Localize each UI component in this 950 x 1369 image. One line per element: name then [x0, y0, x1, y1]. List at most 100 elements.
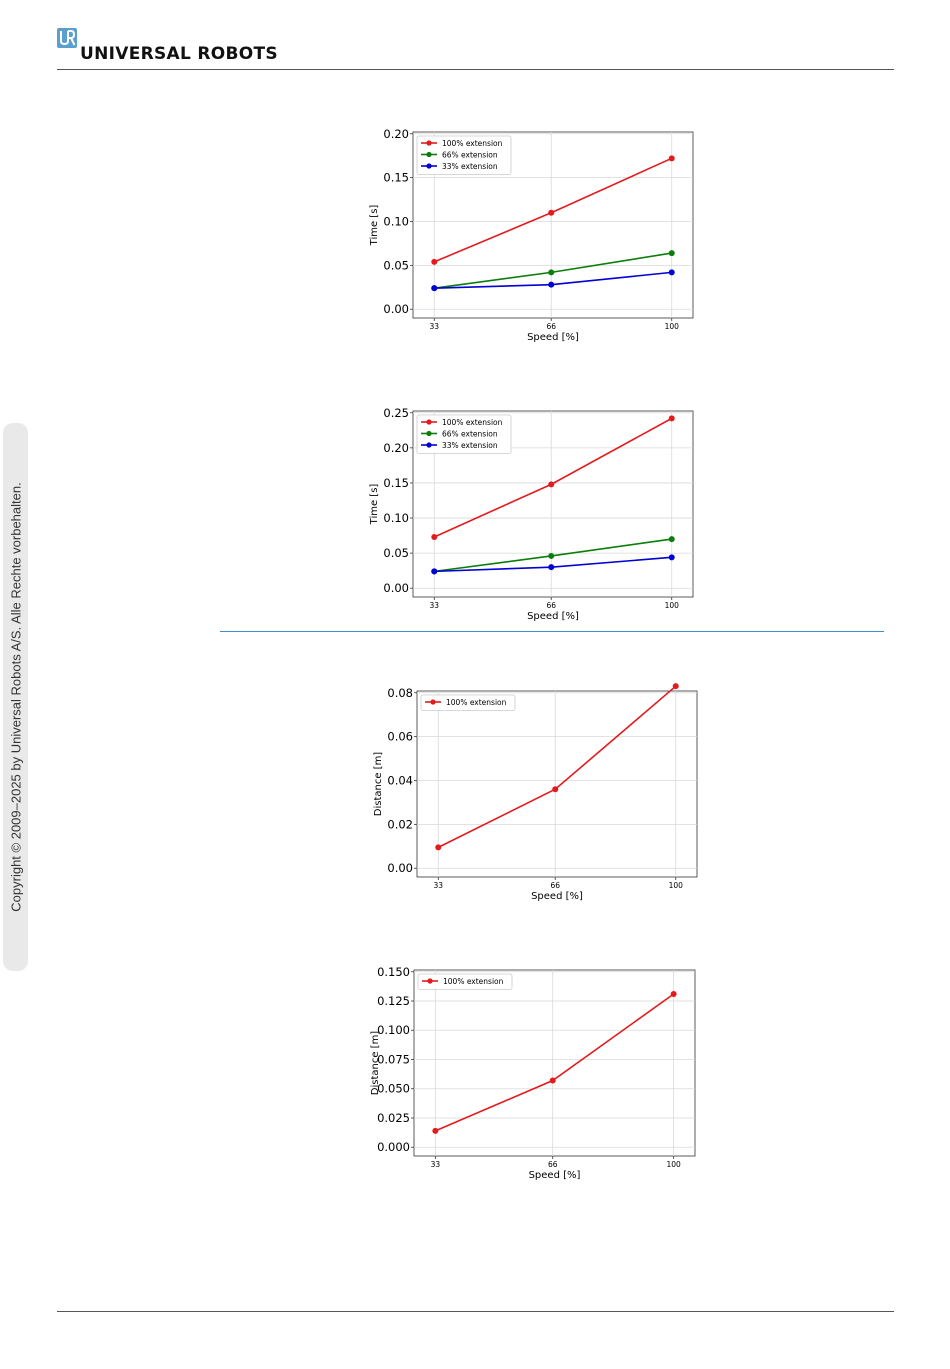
data-point-red	[435, 844, 442, 851]
legend-swatch-marker	[427, 978, 433, 984]
data-point-green	[668, 250, 675, 257]
legend-label: 33% extension	[442, 162, 498, 171]
data-point-red	[431, 258, 438, 265]
y-tick-label: 0.05	[383, 258, 409, 272]
legend-swatch-marker	[426, 419, 432, 425]
footer-divider	[57, 1311, 894, 1312]
series-line-red	[435, 993, 675, 1132]
data-point-red	[668, 415, 675, 422]
x-tick-label: 33	[431, 1160, 441, 1169]
data-point-blue	[548, 564, 555, 571]
legend-label: 100% extension	[442, 139, 503, 148]
series-line-red	[433, 417, 673, 538]
data-point-blue	[668, 269, 675, 276]
x-tick-label: 100	[665, 601, 680, 610]
data-point-green	[548, 269, 555, 276]
legend-label: 100% extension	[446, 698, 507, 707]
data-point-red	[668, 155, 675, 162]
x-tick-label: 33	[429, 601, 439, 610]
series-line-blue	[434, 556, 672, 573]
data-point-green	[431, 568, 438, 575]
copyright-tab	[3, 423, 28, 971]
plot-frame	[412, 131, 694, 319]
y-tick-label: 0.20	[383, 441, 409, 455]
data-point-green	[668, 536, 675, 543]
x-axis-label: Speed [%]	[529, 1170, 581, 1181]
y-tick-label: 0.00	[383, 302, 409, 316]
y-tick-label: 0.04	[387, 773, 413, 787]
legend-label: 66% extension	[442, 150, 498, 159]
y-tick-label: 0.20	[383, 127, 409, 141]
x-tick-label: 33	[429, 322, 439, 331]
y-tick-label: 0.10	[383, 214, 409, 228]
x-axis-label: Speed [%]	[527, 332, 579, 343]
legend-swatch-marker	[426, 442, 432, 448]
series-line-blue	[434, 271, 672, 289]
section-divider	[220, 631, 884, 632]
copyright-text: Copyright © 2009–2025 by Universal Robot…	[8, 482, 24, 912]
data-point-green	[431, 285, 438, 292]
y-axis-label: Distance [m]	[370, 1031, 381, 1096]
x-tick-label: 100	[665, 322, 680, 331]
header-divider	[57, 69, 894, 70]
series-line-red	[437, 685, 677, 849]
legend-label: 100% extension	[443, 977, 504, 986]
legend-box	[417, 973, 513, 990]
y-tick-label: 0.000	[377, 1140, 410, 1154]
x-tick-label: 100	[666, 1160, 681, 1169]
legend-swatch-marker	[426, 430, 432, 437]
y-tick-label: 0.02	[387, 817, 413, 831]
y-tick-label: 0.05	[383, 546, 409, 560]
series-line-green	[434, 252, 672, 289]
legend-swatch-marker	[426, 140, 432, 146]
plot-frame	[413, 969, 696, 1157]
y-tick-label: 0.15	[383, 171, 409, 185]
legend-box	[416, 135, 512, 175]
series-line-red	[433, 157, 673, 263]
x-tick-label: 66	[546, 322, 556, 331]
x-tick-label: 100	[669, 881, 684, 890]
y-tick-label: 0.075	[377, 1052, 410, 1066]
legend-box	[420, 694, 516, 711]
data-point-red	[552, 786, 559, 793]
y-tick-label: 0.100	[377, 1023, 410, 1037]
data-point-red	[672, 683, 679, 690]
brand-name: UNIVERSAL ROBOTS	[80, 44, 278, 64]
plot-frame	[416, 690, 698, 878]
y-tick-label: 0.08	[387, 686, 413, 700]
y-tick-label: 0.15	[383, 476, 409, 490]
data-point-green	[548, 552, 555, 559]
y-tick-label: 0.050	[377, 1082, 410, 1096]
data-point-blue	[431, 285, 438, 292]
data-point-red	[432, 1127, 439, 1134]
data-point-red	[548, 209, 555, 216]
y-axis-label: Time [s]	[369, 484, 380, 526]
data-point-blue	[431, 568, 438, 575]
y-tick-label: 0.25	[383, 406, 409, 420]
x-axis-label: Speed [%]	[531, 891, 583, 902]
legend-label: 66% extension	[442, 429, 498, 438]
legend-label: 33% extension	[442, 441, 498, 450]
legend-swatch-marker	[430, 699, 436, 705]
y-tick-label: 0.150	[377, 965, 410, 979]
data-point-red	[670, 990, 677, 997]
data-point-blue	[548, 281, 555, 288]
x-tick-label: 33	[433, 881, 443, 890]
data-point-red	[549, 1077, 556, 1084]
legend-swatch-marker	[426, 151, 432, 158]
series-line-green	[434, 538, 672, 573]
x-tick-label: 66	[548, 1160, 558, 1169]
y-tick-label: 0.10	[383, 511, 409, 525]
x-tick-label: 66	[550, 881, 560, 890]
x-tick-label: 66	[546, 601, 556, 610]
y-tick-label: 0.125	[377, 994, 410, 1008]
y-tick-label: 0.00	[383, 581, 409, 595]
y-axis-label: Time [s]	[369, 205, 380, 247]
y-tick-label: 0.00	[387, 861, 413, 875]
data-point-blue	[668, 554, 675, 561]
legend-swatch-marker	[426, 163, 432, 169]
